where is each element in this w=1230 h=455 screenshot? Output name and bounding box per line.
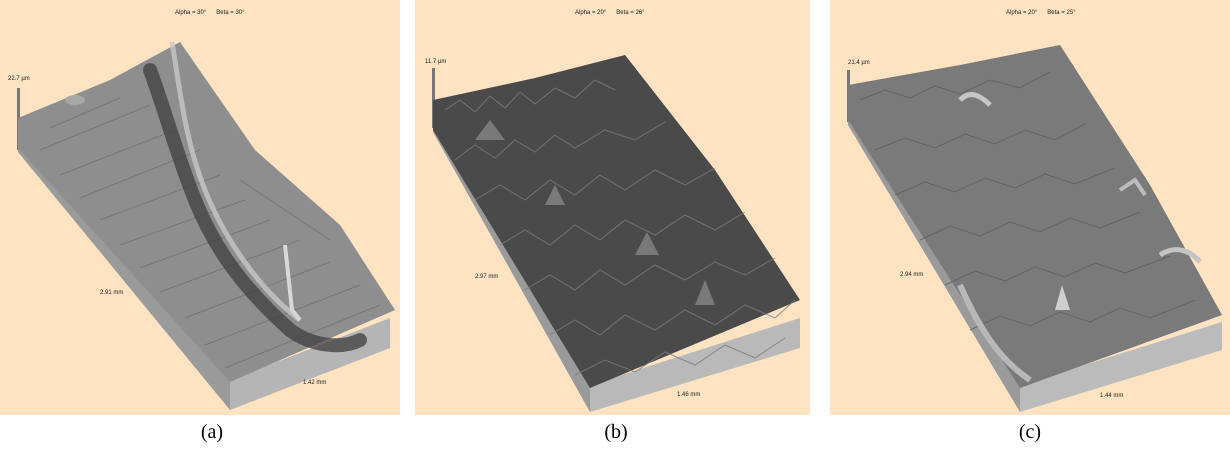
beta-label: Beta = 25° bbox=[1047, 10, 1076, 16]
surface-plot-c: Alpha = 20° Beta = 25° 21.4 µm 2.94 mm 1.… bbox=[830, 0, 1230, 415]
alpha-label: Alpha = 20° bbox=[575, 10, 607, 16]
length-label: 2.97 mm bbox=[475, 274, 499, 280]
width-label: 1.42 mm bbox=[303, 380, 327, 386]
ridges bbox=[957, 92, 1202, 383]
top-surface bbox=[848, 45, 1222, 388]
ridge-highlight bbox=[169, 41, 302, 322]
side-face-left bbox=[848, 120, 1020, 412]
surface-render bbox=[847, 45, 1222, 412]
side-face-front bbox=[1020, 322, 1222, 412]
view-angles: Alpha = 20° Beta = 25° bbox=[1006, 10, 1086, 16]
caption-a: (a) bbox=[200, 421, 224, 443]
alpha-label: Alpha = 20° bbox=[1006, 10, 1038, 16]
peaks bbox=[475, 120, 715, 305]
alpha-label: Alpha = 30° bbox=[175, 10, 207, 16]
z-height-label: 11.7 µm bbox=[425, 59, 447, 65]
width-label: 1.46 mm bbox=[677, 392, 701, 398]
surface-plot-a: Alpha = 30° Beta = 30° 22.7 µm 2.91 mm 1.… bbox=[0, 0, 400, 415]
side-face-left bbox=[18, 148, 230, 410]
length-label: 2.91 mm bbox=[100, 290, 124, 296]
side-face-left bbox=[433, 128, 590, 412]
z-scale-bar bbox=[432, 68, 435, 128]
surface-render bbox=[432, 55, 800, 412]
bump bbox=[65, 95, 85, 105]
view-angles: Alpha = 30° Beta = 30° bbox=[175, 10, 255, 16]
z-height-label: 22.7 µm bbox=[8, 76, 30, 82]
beta-label: Beta = 26° bbox=[616, 10, 645, 16]
texture-lines bbox=[444, 79, 796, 376]
surface-render bbox=[17, 41, 395, 410]
texture-lines bbox=[859, 71, 1196, 331]
length-label: 2.94 mm bbox=[900, 272, 924, 278]
width-label: 1.44 mm bbox=[1100, 393, 1124, 399]
beta-label: Beta = 30° bbox=[216, 10, 245, 16]
z-height-label: 21.4 µm bbox=[848, 60, 870, 66]
peak bbox=[283, 244, 302, 322]
view-angles: Alpha = 20° Beta = 26° bbox=[575, 10, 655, 16]
surface-plot-b: Alpha = 20° Beta = 26° 11.7 µm 2.97 mm 1.… bbox=[415, 0, 810, 415]
caption-c: (c) bbox=[1018, 421, 1042, 443]
caption-b: (b) bbox=[604, 421, 628, 443]
groove bbox=[143, 63, 367, 353]
